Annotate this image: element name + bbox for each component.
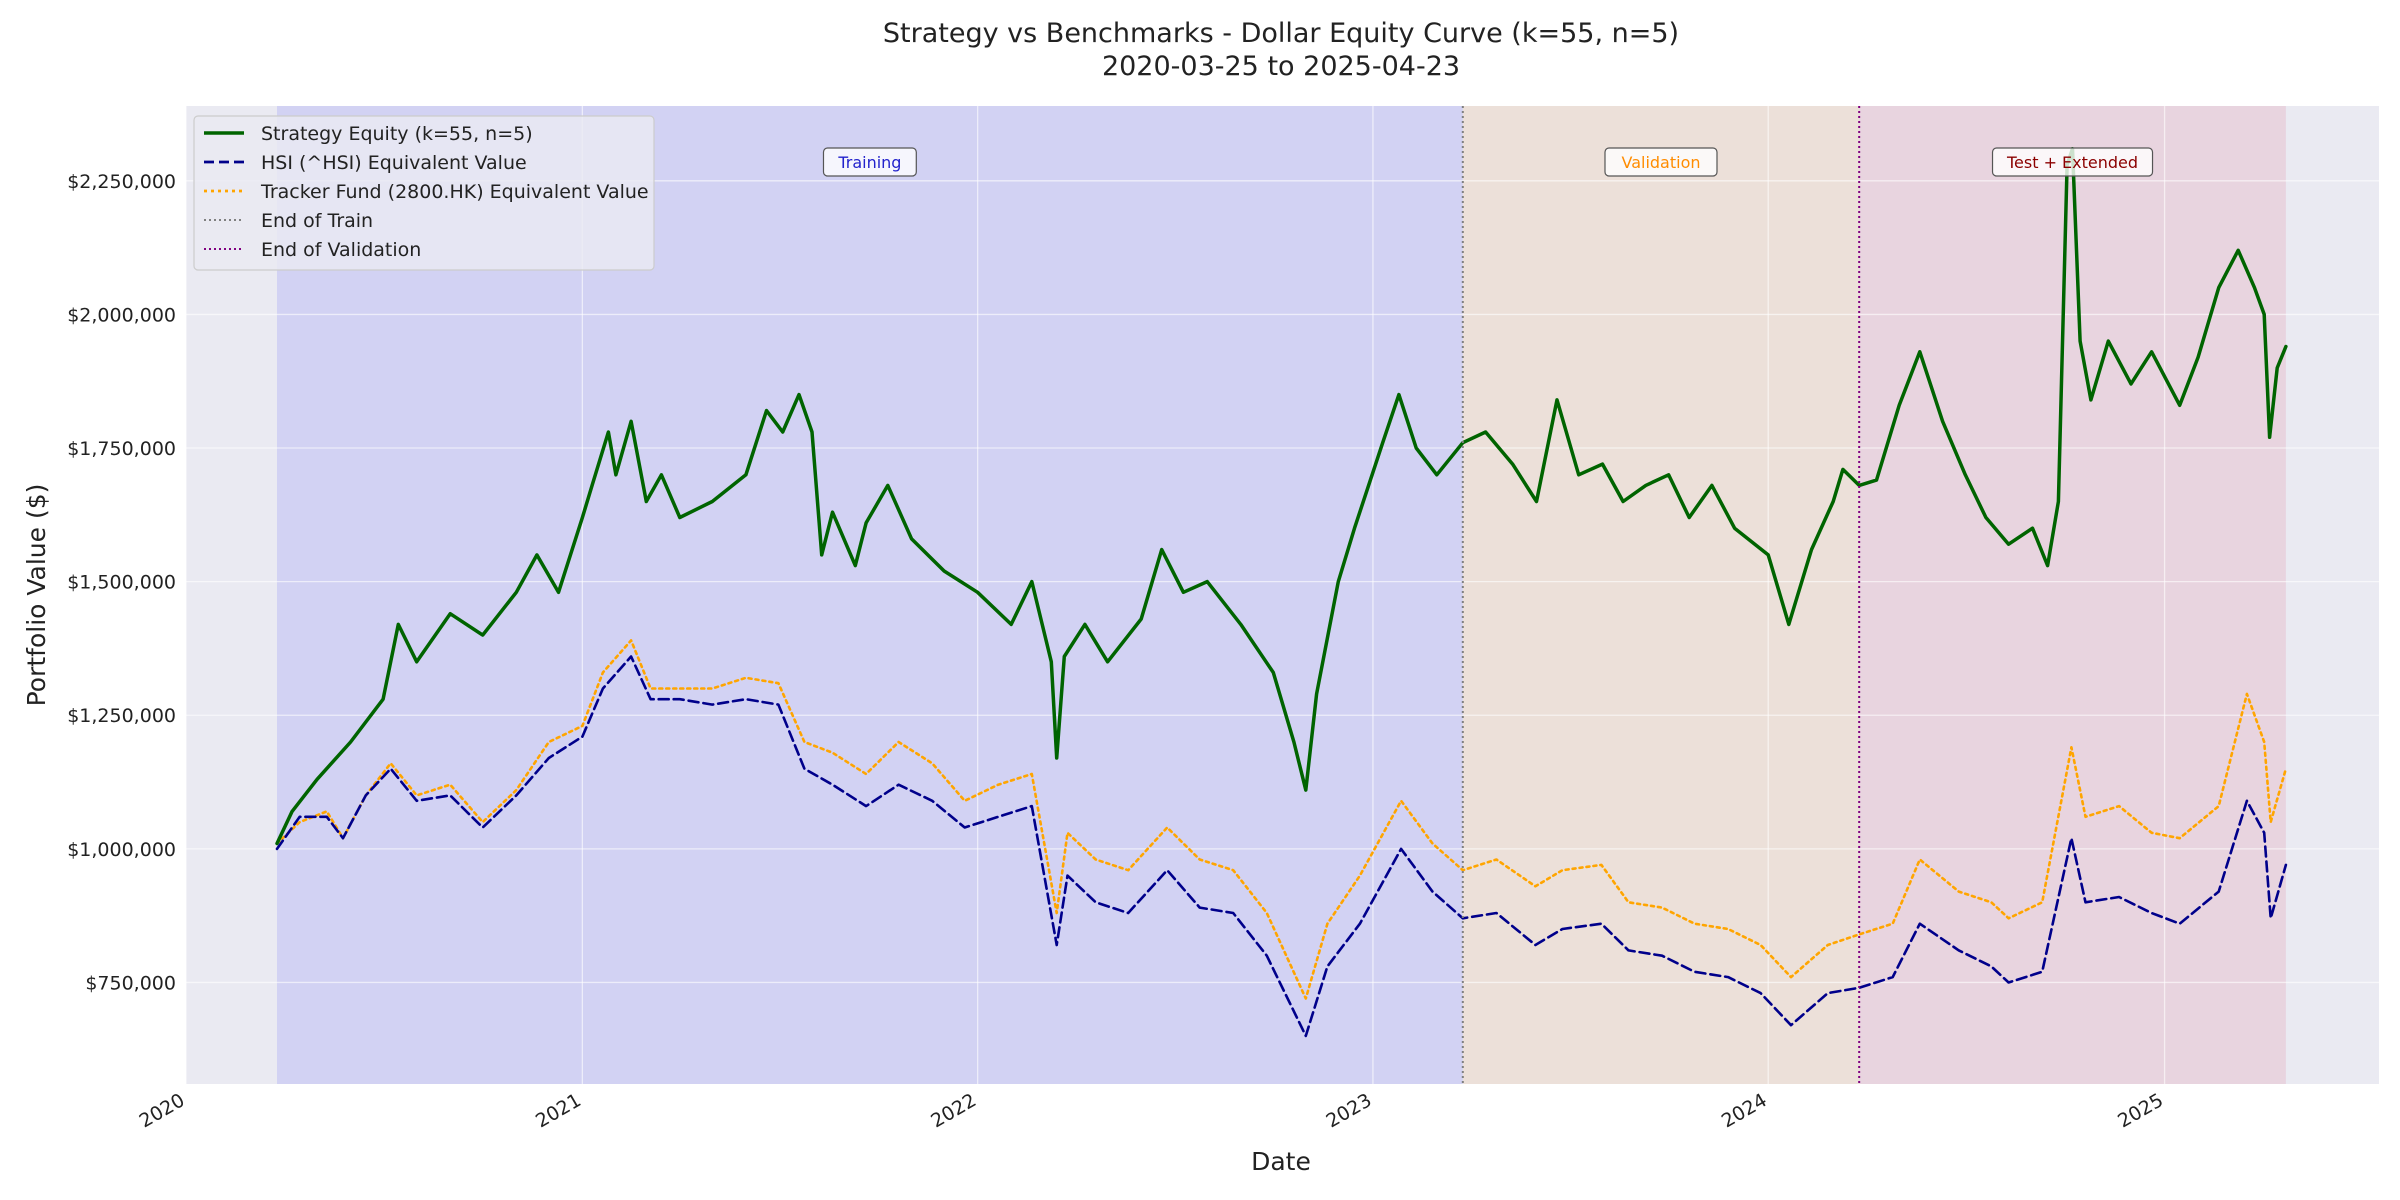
y-tick-label: $1,750,000 [67,438,176,460]
region-label-box [1991,147,2154,177]
y-tick-label: $2,250,000 [67,171,176,193]
x-axis-label: Date [1251,1147,1311,1176]
vlines-layer [1461,106,1861,1084]
region-label: Test + Extended [2006,153,2138,172]
y-tick-label: $750,000 [85,972,176,994]
y-tick-label: $2,000,000 [67,304,176,326]
legend-entry-end-of-validation: End of Validation [261,239,421,261]
legend-entry-end-of-train: End of Train [261,210,373,232]
series-layer [275,147,2288,1038]
region-validation [1462,106,1860,1084]
series-tracker-fund-equivalent [275,639,2288,1000]
series-strategy-equity [275,147,2288,846]
y-tick-label: $1,250,000 [67,705,176,727]
y-tick-label: $1,000,000 [67,839,176,861]
region-label-box [822,147,917,177]
region-labels-layer: Training Validation Test + Extended [822,147,2154,177]
region-label: Training [837,153,901,172]
y-axis-label: Portfolio Value ($) [22,484,51,707]
legend: Strategy Equity (k=55, n=5) HSI (^HSI) E… [193,115,655,271]
region-test-extended [1859,106,2286,1084]
chart-subtitle: 2020-03-25 to 2025-04-23 [1102,51,1460,82]
series-hsi-equivalent [275,655,2288,1038]
legend-entry-tracker: Tracker Fund (2800.HK) Equivalent Value [260,181,649,203]
region-label: Validation [1621,153,1700,172]
region-label-box [1604,147,1718,177]
legend-box [193,115,655,271]
legend-entry-hsi: HSI (^HSI) Equivalent Value [261,152,527,174]
legend-entry-strategy: Strategy Equity (k=55, n=5) [261,123,533,145]
y-tick-label: $1,500,000 [67,572,176,594]
chart-title: Strategy vs Benchmarks - Dollar Equity C… [883,18,1679,49]
